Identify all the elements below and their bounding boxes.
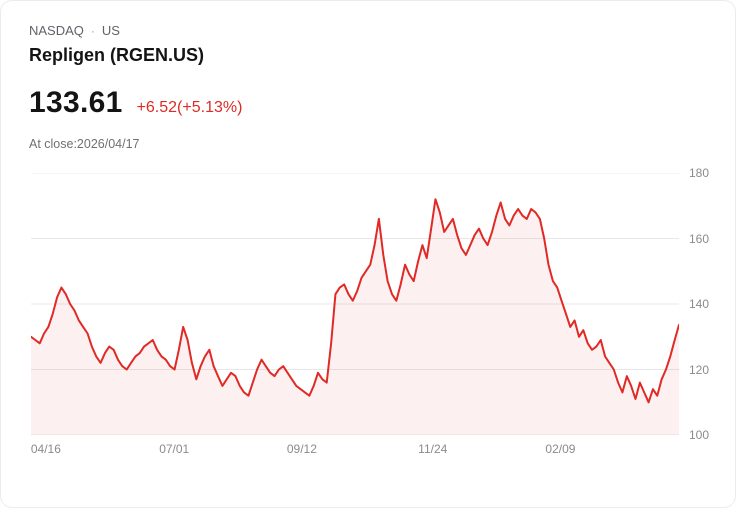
y-tick-label: 160 xyxy=(689,231,710,246)
page-title: Repligen (RGEN.US) xyxy=(29,45,205,65)
x-tick-label: 04/16 xyxy=(30,442,61,456)
separator-dot: · xyxy=(90,23,95,38)
x-axis-labels: 04/16 07/01 09/12 11/24 02/09 xyxy=(31,435,679,457)
as-of-label: At close:2026/04/17 xyxy=(29,137,140,151)
price-chart[interactable] xyxy=(31,173,679,435)
market-region: US xyxy=(101,23,120,38)
y-axis-labels: 100 120 140 160 180 xyxy=(679,166,721,442)
y-tick-label: 180 xyxy=(689,166,710,180)
x-tick-label: 09/12 xyxy=(286,442,317,456)
price-change: +6.52(+5.13%) xyxy=(136,99,243,116)
exchange-info: NASDAQ · US xyxy=(29,23,707,38)
exchange-name: NASDAQ xyxy=(29,23,84,38)
x-tick-label: 02/09 xyxy=(545,442,576,456)
x-tick-label: 11/24 xyxy=(418,442,448,456)
chart-area: 04/16 07/01 09/12 11/24 02/09 100 120 140 160 18… xyxy=(31,166,721,456)
quote-header: NASDAQ · US Repligen (RGEN.US) 133.61 +6… xyxy=(1,1,735,151)
y-tick-label: 140 xyxy=(689,297,710,311)
plot[interactable]: 04/16 07/01 09/12 11/24 02/09 xyxy=(31,173,679,456)
price-line xyxy=(31,198,679,404)
x-tick-label: 07/01 xyxy=(159,442,190,456)
last-price: 133.61 xyxy=(29,86,123,119)
price-row: 133.61 +6.52(+5.13%) xyxy=(29,86,707,120)
y-tick-label: 120 xyxy=(689,362,710,377)
y-tick-label: 100 xyxy=(689,428,710,442)
price-area xyxy=(31,199,679,435)
